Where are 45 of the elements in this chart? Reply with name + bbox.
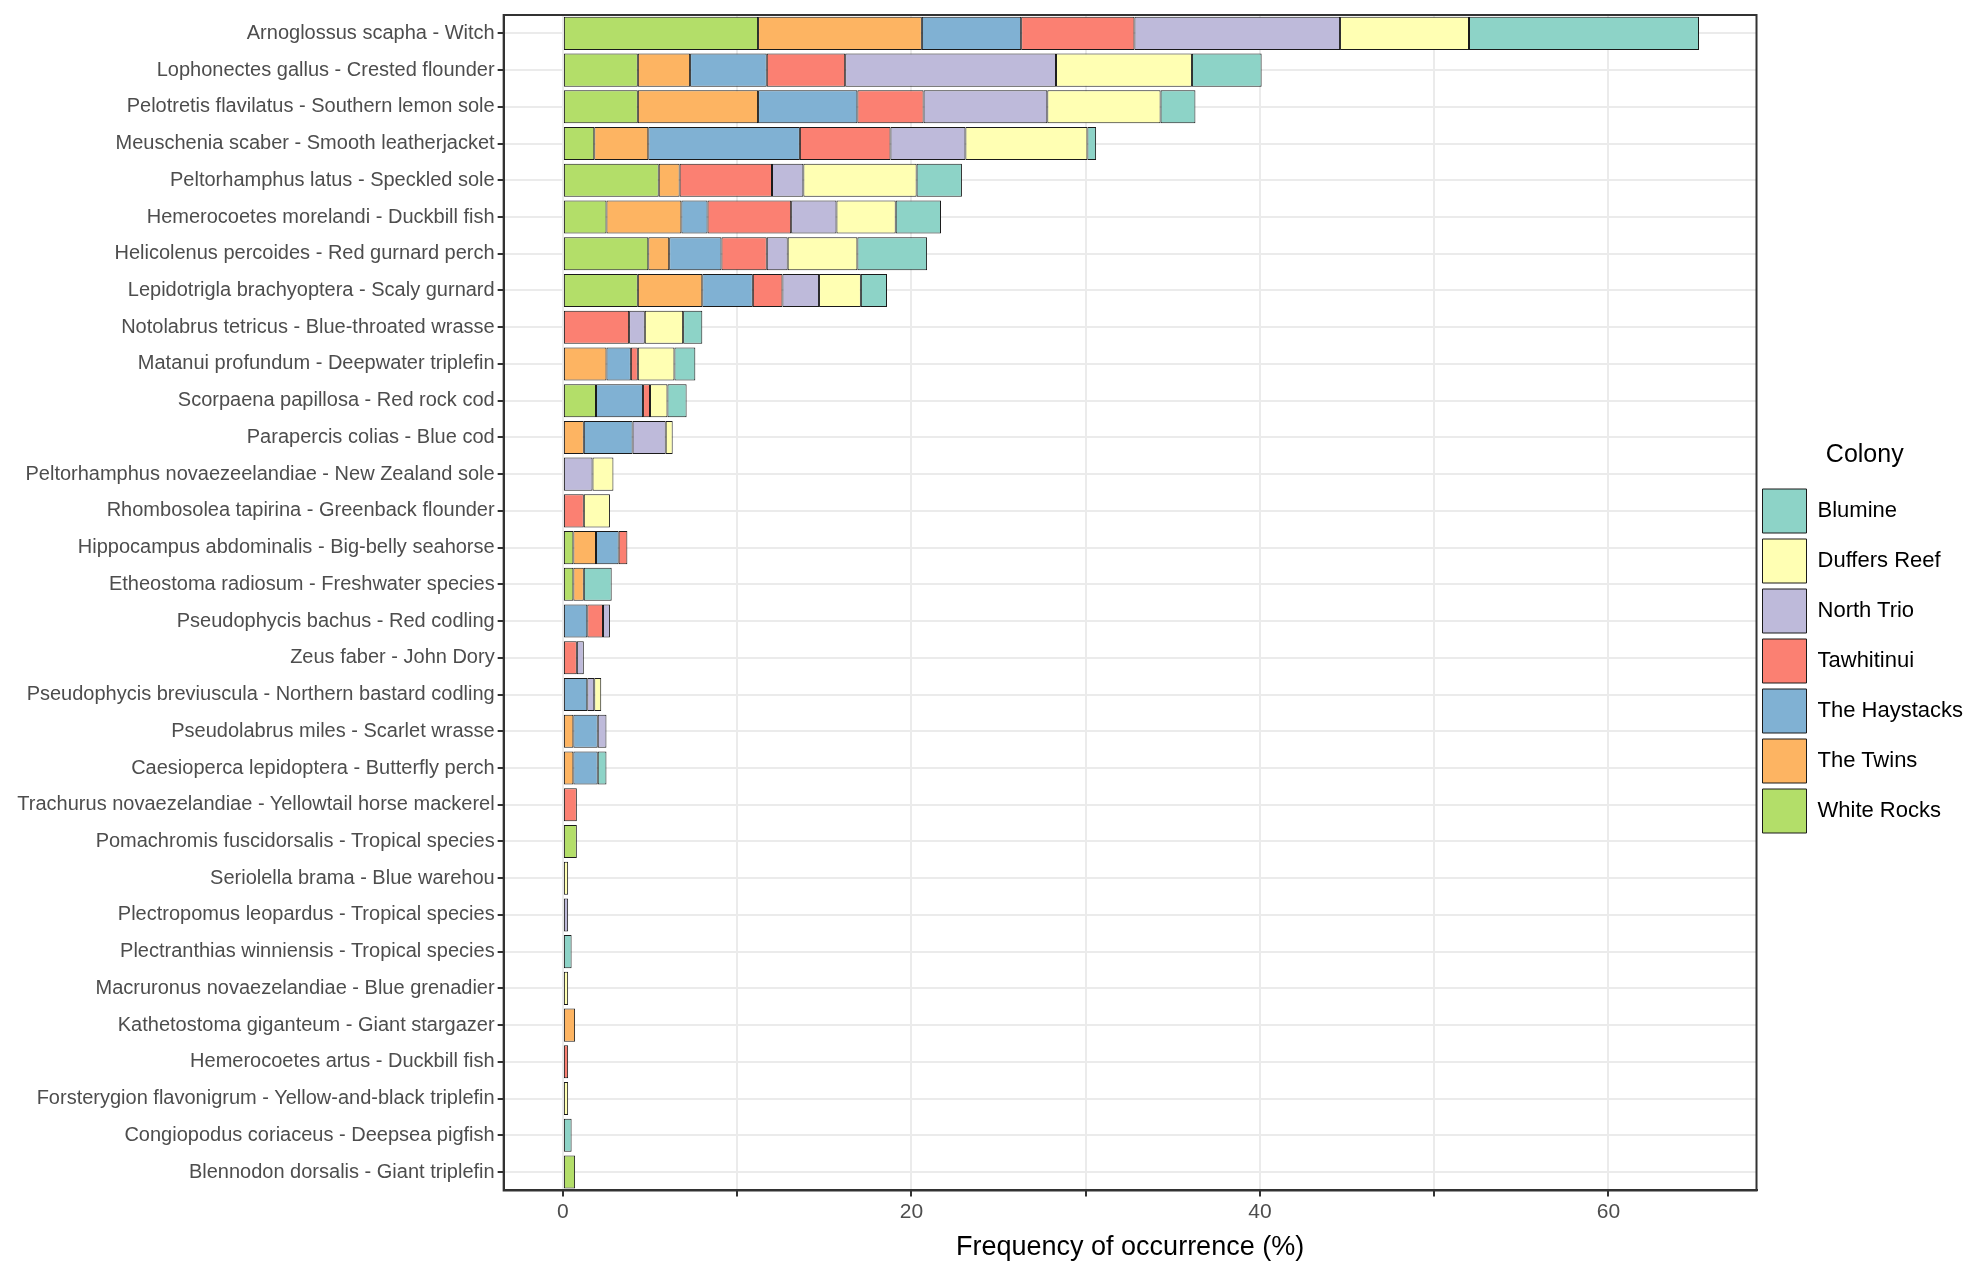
x-tick-label: 40 [1248, 1198, 1272, 1222]
legend-label: North Trio [1817, 597, 1915, 623]
y-tick-label: Matanui profundum - Deepwater triplefin [137, 351, 495, 374]
y-tick-label: Kathetostoma giganteum - Giant stargazer [117, 1012, 495, 1035]
y-tick-label: Congiopodus coriaceus - Deepsea pigfish [124, 1122, 495, 1145]
y-tick-label: Pomachromis fuscidorsalis - Tropical species [95, 828, 495, 851]
legend-label: Tawhitinui [1817, 647, 1915, 673]
legend-label: The Haystacks [1817, 697, 1964, 723]
y-tick-label: Meuschenia scaber - Smooth leatherjacket [115, 131, 496, 154]
y-tick-label: Trachurus novaezelandiae - Yellowtail horse mackerel [17, 792, 495, 815]
y-tick-label: Lepidotrigla brachyoptera - Scaly gurnard [127, 278, 495, 300]
legend-title: Colony [1825, 439, 1905, 468]
y-tick-label: Pseudophycis breviuscula - Northern bastard codling [26, 682, 495, 705]
y-tick-label: Parapercis colias - Blue cod [246, 424, 495, 447]
legend-label: Blumine [1817, 497, 1897, 523]
y-tick-label: Hemerocoetes artus - Duckbill fish [190, 1049, 495, 1072]
y-tick-label: Seriolella brama - Blue warehou [210, 865, 495, 888]
y-tick-label: Etheostoma radiosum - Freshwater species [108, 571, 495, 594]
legend-label: White Rocks [1817, 797, 1941, 823]
x-tick-label: 60 [1596, 1198, 1621, 1222]
y-tick-label: Peltorhamphus novaezeelandiae - New Zealand sole [25, 461, 495, 484]
x-axis-title: Frequency of occurrence (%) [956, 1231, 1305, 1262]
y-tick-label: Hemerocoetes morelandi - Duckbill fish [146, 204, 495, 227]
y-tick-label: Pelotretis flavilatus - Southern lemon sole [126, 94, 495, 117]
y-tick-label: Arnoglossus scapha - Witch [246, 20, 495, 43]
y-tick-label: Lophonectes gallus - Crested flounder [156, 57, 495, 80]
y-tick-label: Peltorhamphus latus - Speckled sole [170, 167, 495, 190]
y-tick-label: Forsterygion flavonigrum - Yellow-and-black triplefin [36, 1086, 495, 1109]
y-tick-label: Helicolenus percoides - Red gurnard perch [114, 241, 495, 264]
y-tick-label: Notolabrus tetricus - Blue-throated wrasse [121, 314, 495, 337]
y-tick-label: Hippocampus abdominalis - Big-belly seahorse [77, 535, 495, 558]
y-tick-label: Plectropomus leopardus - Tropical species [117, 902, 495, 925]
y-tick-label: Macruronus novaezelandiae - Blue grenadier [95, 975, 495, 998]
x-tick-label: 0 [557, 1198, 569, 1222]
legend-label: The Twins [1817, 747, 1918, 773]
y-tick-label: Scorpaena papillosa - Red rock cod [177, 388, 495, 411]
y-tick-label: Pseudophycis bachus - Red codling [176, 608, 495, 631]
y-tick-label: Pseudolabrus miles - Scarlet wrasse [171, 718, 495, 741]
legend-label: Duffers Reef [1817, 547, 1942, 573]
y-tick-label: Rhombosolea tapirina - Greenback flounder [106, 498, 495, 521]
y-tick-label: Zeus faber - John Dory [290, 645, 495, 668]
x-tick-label: 20 [899, 1198, 924, 1222]
y-tick-label: Plectranthias winniensis - Tropical species [120, 939, 495, 962]
y-tick-label: Caesioperca lepidoptera - Butterfly perch [131, 755, 495, 778]
y-tick-label: Blennodon dorsalis - Giant triplefin [188, 1159, 495, 1182]
